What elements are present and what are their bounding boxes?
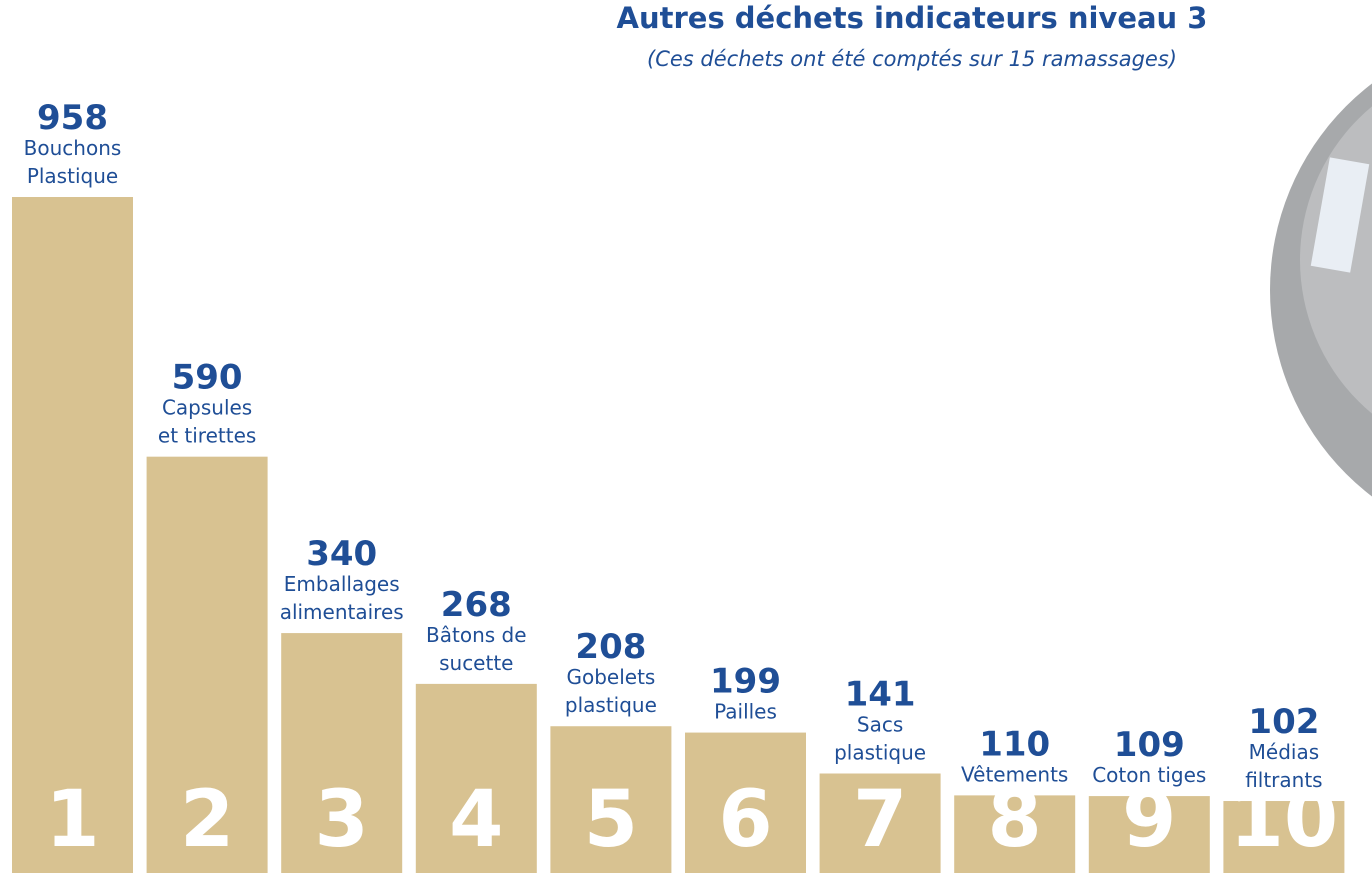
rank-label: 1 xyxy=(45,775,99,865)
category-label: Pailles xyxy=(714,700,777,724)
value-label: 199 xyxy=(710,662,781,702)
photo xyxy=(1270,83,1372,497)
category-label: plastique xyxy=(834,741,926,765)
category-label: Emballages xyxy=(284,572,400,596)
bar xyxy=(1223,801,1345,873)
bar xyxy=(819,773,941,873)
chart-subtitle: (Ces déchets ont été comptés sur 15 rama… xyxy=(647,47,1177,71)
bar xyxy=(685,732,806,873)
category-label: Gobelets xyxy=(566,665,655,689)
rank-label: 2 xyxy=(180,775,234,865)
value-label: 958 xyxy=(37,98,108,138)
bar xyxy=(954,795,1076,873)
rank-label: 7 xyxy=(853,775,907,865)
value-label: 109 xyxy=(1114,725,1185,765)
value-label: 590 xyxy=(172,358,243,398)
category-label: alimentaires xyxy=(280,600,404,624)
rank-label: 3 xyxy=(315,775,369,865)
category-label: sucette xyxy=(439,651,513,675)
bar xyxy=(281,633,403,873)
chart-title: Autres déchets indicateurs niveau 3 xyxy=(617,1,1208,35)
category-label: filtrants xyxy=(1245,768,1322,792)
category-label: Bâtons de xyxy=(426,623,527,647)
rank-label: 10 xyxy=(1230,775,1339,865)
bar xyxy=(146,456,268,873)
category-label: Bouchons xyxy=(24,136,122,160)
bar xyxy=(12,197,133,873)
category-label: Médias xyxy=(1249,740,1320,764)
category-label: Sacs xyxy=(857,713,903,737)
category-label: Plastique xyxy=(27,164,118,188)
rank-label: 6 xyxy=(718,775,772,865)
rank-label: 9 xyxy=(1122,775,1176,865)
value-label: 340 xyxy=(306,534,377,574)
value-label: 110 xyxy=(979,724,1050,764)
category-label: Capsules xyxy=(162,396,252,420)
rank-label: 8 xyxy=(988,775,1042,865)
category-label: et tirettes xyxy=(158,424,256,448)
category-label: Vêtements xyxy=(961,762,1068,786)
rank-label: 4 xyxy=(449,775,503,865)
bar xyxy=(415,683,537,873)
value-label: 268 xyxy=(441,585,512,625)
value-label: 102 xyxy=(1248,702,1319,742)
category-label: Coton tiges xyxy=(1092,763,1206,787)
rank-label: 5 xyxy=(584,775,638,865)
bar xyxy=(1088,796,1210,873)
bar xyxy=(550,726,672,873)
value-label: 141 xyxy=(845,675,916,715)
category-label: plastique xyxy=(565,693,657,717)
value-label: 208 xyxy=(575,627,646,667)
